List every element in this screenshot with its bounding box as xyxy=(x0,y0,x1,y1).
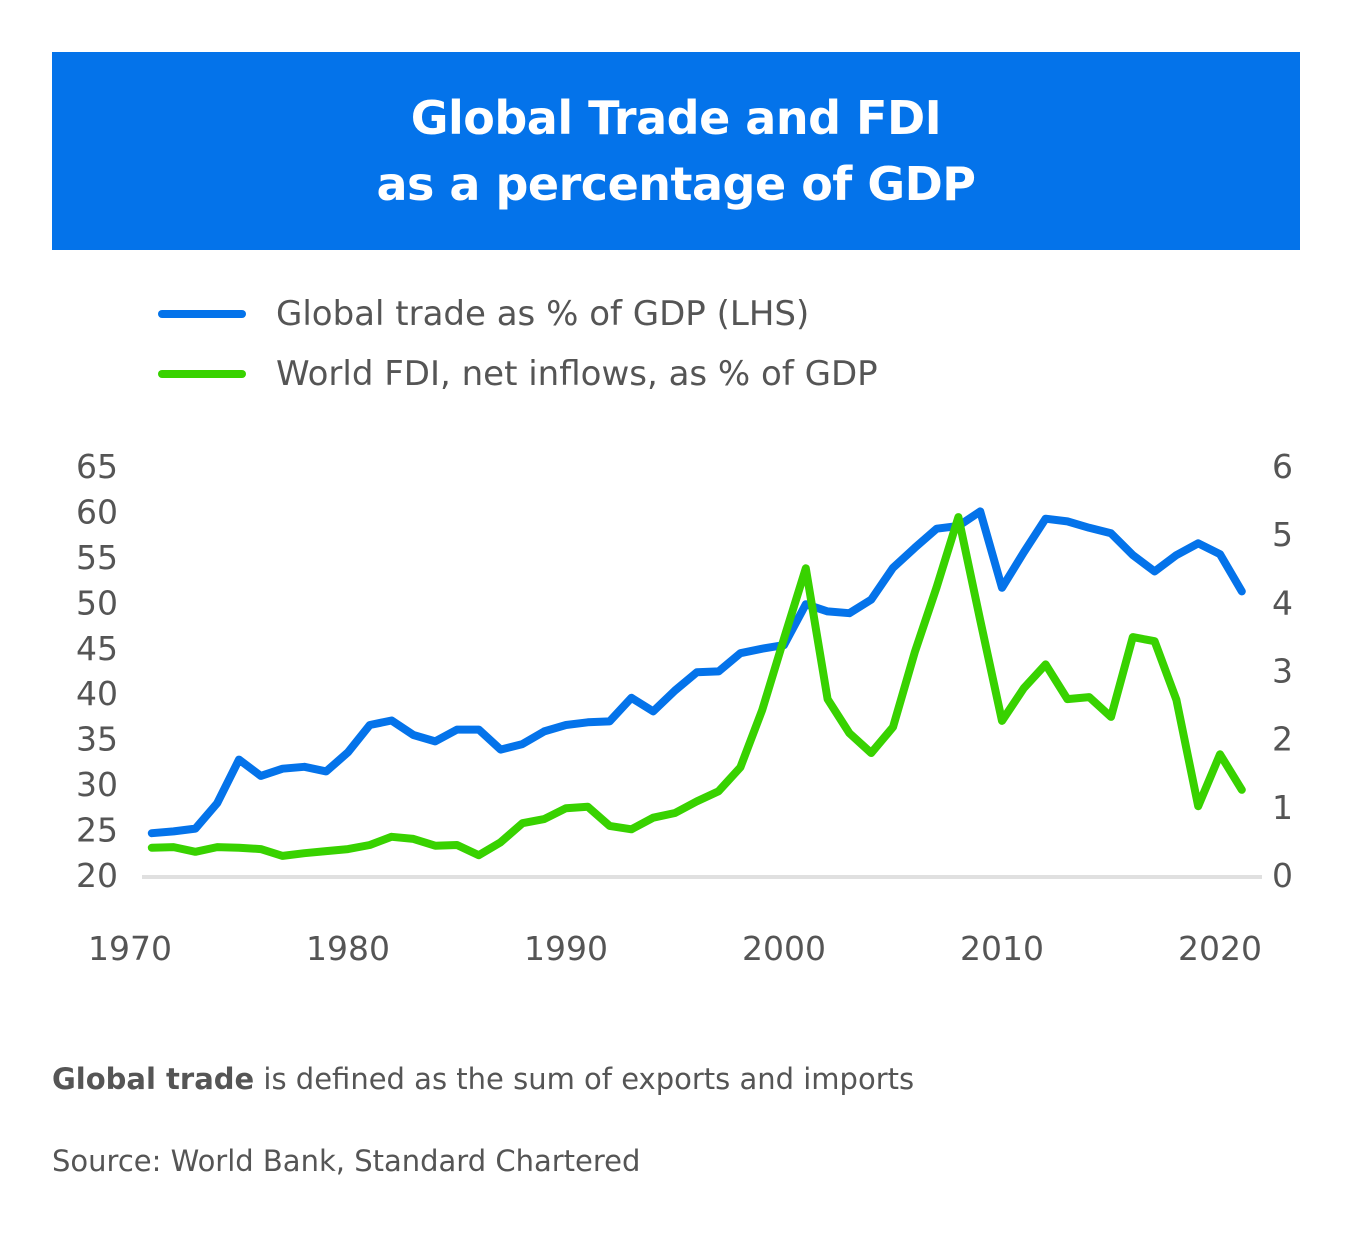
x-tick: 1980 xyxy=(306,929,390,968)
footnote-text: is defined as the sum of exports and imp… xyxy=(254,1062,915,1096)
legend-swatch-trade xyxy=(158,310,246,318)
y-tick-left: 55 xyxy=(76,538,118,577)
y-tick-right: 2 xyxy=(1272,720,1293,759)
y-tick-right: 0 xyxy=(1272,856,1293,895)
y-tick-left: 45 xyxy=(76,629,118,668)
chart-title: Global Trade and FDI xyxy=(410,91,942,145)
source-note: Source: World Bank, Standard Chartered xyxy=(52,1144,641,1178)
footnote: Global trade is defined as the sum of ex… xyxy=(52,1062,914,1096)
x-tick: 2010 xyxy=(960,929,1044,968)
y-tick-left: 50 xyxy=(76,583,118,622)
x-tick: 1970 xyxy=(88,929,172,968)
x-tick: 2000 xyxy=(742,929,826,968)
y-tick-right: 1 xyxy=(1272,788,1293,827)
y-tick-left: 40 xyxy=(76,674,118,713)
legend-label-trade: Global trade as % of GDP (LHS) xyxy=(276,294,810,334)
y-tick-right: 6 xyxy=(1272,447,1293,486)
y-tick-left: 60 xyxy=(76,492,118,531)
y-tick-left: 20 xyxy=(76,856,118,895)
x-tick: 2020 xyxy=(1178,929,1262,968)
series-line-fdi xyxy=(147,513,1246,860)
chart-subtitle: as a percentage of GDP xyxy=(376,157,976,211)
legend-item-trade: Global trade as % of GDP (LHS) xyxy=(158,294,809,334)
y-tick-right: 5 xyxy=(1272,515,1293,554)
y-tick-right: 3 xyxy=(1272,652,1293,691)
y-tick-right: 4 xyxy=(1272,583,1293,622)
y-tick-left: 25 xyxy=(76,811,118,850)
y-tick-left: 30 xyxy=(76,765,118,804)
y-tick-left: 65 xyxy=(76,447,118,486)
x-tick: 1990 xyxy=(524,929,608,968)
chart-title-banner: Global Trade and FDI as a percentage of … xyxy=(52,52,1300,250)
footnote-bold: Global trade xyxy=(52,1062,255,1096)
legend-label-fdi: World FDI, net inflows, as % of GDP xyxy=(276,354,878,394)
y-tick-left: 35 xyxy=(76,720,118,759)
legend-item-fdi: World FDI, net inflows, as % of GDP xyxy=(158,354,878,394)
legend-swatch-fdi xyxy=(158,370,246,378)
